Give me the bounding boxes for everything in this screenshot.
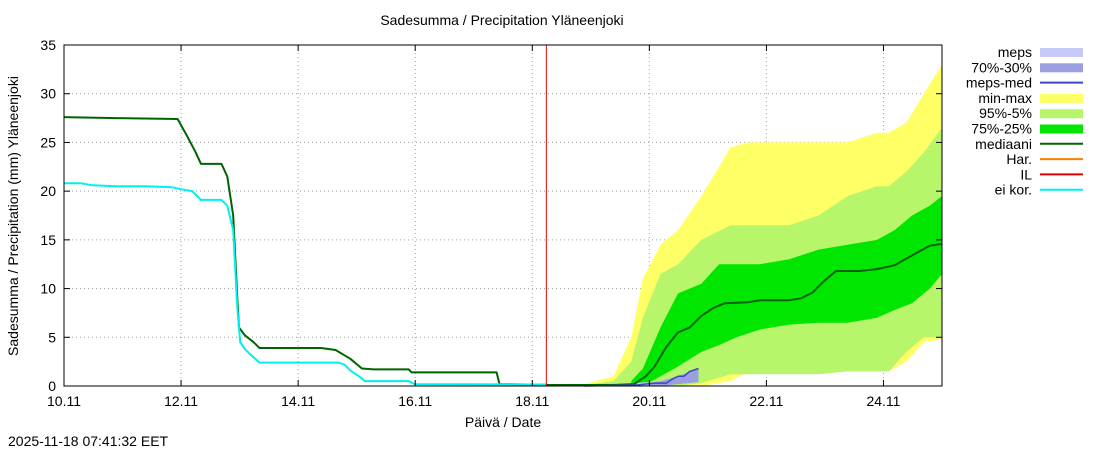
band-75-25 [631,196,942,386]
legend-label-har: Har. [1006,151,1032,167]
x-tick-label: 24.11 [866,393,900,409]
y-tick-label: 5 [48,329,56,345]
x-axis-label: Päivä / Date [465,414,541,430]
series-meps-med [584,367,699,387]
plot-frame [63,44,943,387]
legend-label-p95_5: 95%-5% [979,105,1032,121]
y-tick-label: 20 [40,183,56,199]
legend-label-p75_25: 75%-25% [971,121,1032,137]
legend-label-min_max: min-max [978,90,1032,106]
legend-label-meps_70_30: 70%-30% [971,59,1032,75]
x-tick-label: 14.11 [281,393,315,409]
series-ei-kor [64,182,547,386]
legend-label-mediaani: mediaani [975,136,1032,152]
chart-title: Sadesumma / Precipitation Yläneenjoki [380,12,623,28]
x-tick-label: 12.11 [164,393,198,409]
legend-label-il: IL [1020,166,1032,182]
y-tick-label: 35 [40,37,56,53]
timestamp: 2025-11-18 07:41:32 EET [8,433,169,449]
legend-swatch-meps_70_30 [1040,63,1083,73]
legend-swatch-p95_5 [1040,109,1083,119]
legend-label-meps_med: meps-med [966,75,1032,91]
y-axis-label: Sadesumma / Precipitation (mm) Yläneenjo… [5,76,21,356]
legend-label-meps: meps [998,44,1032,60]
y-tick-label: 15 [40,232,56,248]
band-meps-70-30 [637,368,699,386]
x-tick-label: 18.11 [515,393,549,409]
series-mediaani-forecast [546,242,943,386]
legend: meps70%-30%meps-medmin-max95%-5%75%-25%m… [966,44,1083,198]
y-tick-label: 30 [40,86,56,102]
legend-swatch-meps [1040,48,1083,57]
y-tick-label: 25 [40,134,56,150]
y-tick-label: 0 [48,378,56,394]
legend-swatch-min_max [1040,93,1083,103]
legend-swatch-p75_25 [1040,124,1083,134]
tick-layer: 0 5 10 15 20 25 30 35 10.11 12.11 14.11 16.11 18.11 2… [40,37,942,409]
x-tick-label: 20.11 [632,393,666,409]
x-tick-label: 16.11 [398,393,432,409]
legend-label-ei_kor: ei kor. [995,182,1032,198]
x-tick-label: 10.11 [47,393,81,409]
band-layer [584,64,942,387]
x-tick-label: 22.11 [749,393,783,409]
line-layer [63,116,943,387]
series-mediaani-observed [63,116,547,386]
y-tick-label: 10 [40,281,56,297]
